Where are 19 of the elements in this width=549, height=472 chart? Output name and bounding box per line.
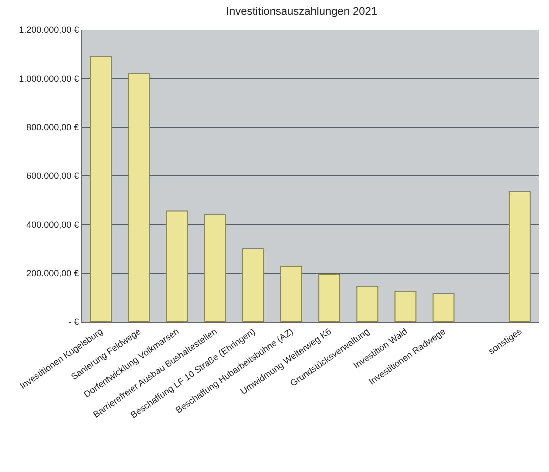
bar bbox=[166, 210, 188, 322]
bar bbox=[90, 56, 112, 322]
y-tick-label: 1.200.000,00 € bbox=[19, 25, 80, 36]
y-tick-label: - € bbox=[68, 317, 80, 328]
bar bbox=[280, 266, 302, 322]
y-tick-label: 200.000,00 € bbox=[26, 268, 80, 278]
y-tick-label: 800.000,00 € bbox=[26, 122, 80, 132]
bar bbox=[318, 274, 341, 322]
bar bbox=[394, 291, 417, 322]
y-tick-label: 400.000,00 € bbox=[26, 220, 80, 230]
bar bbox=[432, 294, 455, 322]
bar bbox=[508, 191, 531, 322]
bar bbox=[128, 73, 150, 322]
bar bbox=[242, 248, 264, 322]
bar bbox=[204, 214, 226, 322]
y-tick-label: 600.000,00 € bbox=[26, 171, 80, 182]
y-tick-label: 1.000.000,00 € bbox=[19, 74, 80, 84]
bar bbox=[356, 286, 379, 322]
chart-title: Investitionsauszahlungen 2021 bbox=[226, 6, 378, 18]
